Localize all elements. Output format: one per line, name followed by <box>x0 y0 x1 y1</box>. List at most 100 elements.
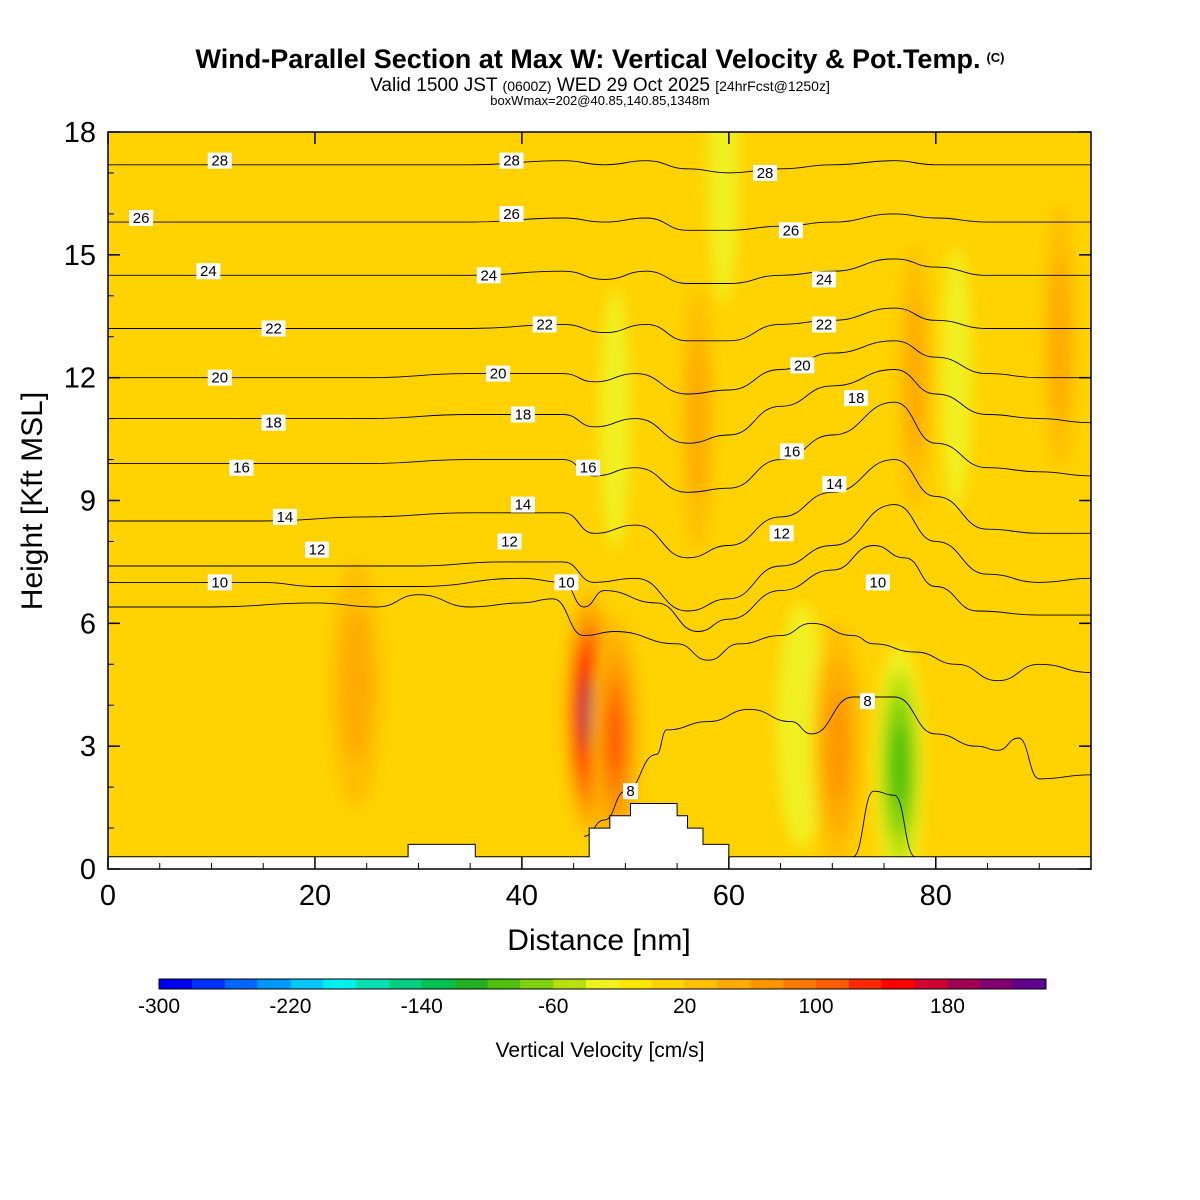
colorbar-swatch <box>323 979 357 989</box>
contour-label-text: 26 <box>783 222 800 239</box>
velocity-band <box>607 702 623 774</box>
velocity-downdraft-aloft <box>940 246 973 509</box>
y-axis-label: Height [Kft MSL] <box>16 392 49 610</box>
contour-label-text: 10 <box>870 574 887 591</box>
copyright-mark: (C) <box>986 50 1005 65</box>
contour-label-bg <box>476 267 501 284</box>
y-tick-label: 18 <box>64 117 96 149</box>
contour-label-text: 8 <box>863 693 871 710</box>
colorbar-swatch <box>520 979 554 989</box>
y-tick-label: 3 <box>80 731 96 763</box>
theta-contours <box>108 160 1091 858</box>
contour-label-bg <box>778 222 803 239</box>
colorbar-swatch <box>487 979 521 989</box>
colorbar-swatch <box>290 979 324 989</box>
colorbar-tick-label: 180 <box>930 995 965 1018</box>
colorbar-swatch <box>848 979 883 989</box>
y-tick-label: 0 <box>80 854 96 886</box>
colorbar-swatch <box>783 979 817 989</box>
contour-label: 26 <box>129 209 154 227</box>
contour-label-text: 28 <box>211 153 228 170</box>
colorbar-tick-label: 100 <box>799 995 834 1018</box>
contour-label-text: 22 <box>816 316 833 333</box>
valid-time: Valid 1500 JST (0600Z) WED 29 Oct 2025 [… <box>0 75 1200 97</box>
contour-label: 10 <box>207 574 232 591</box>
contour-label-text: 16 <box>233 460 250 477</box>
velocity-weak-updraft <box>331 561 382 808</box>
axes: 0 20 40 60 80 0 3 6 9 12 15 18 <box>64 117 1091 912</box>
contour-label: 8 <box>623 783 639 800</box>
contour-label-text: 8 <box>626 783 634 800</box>
theta-contour-18 <box>108 369 1091 444</box>
contour-label-bg <box>779 443 804 460</box>
contour-label-text: 12 <box>309 542 326 559</box>
colorbar-swatch <box>947 979 981 989</box>
colorbar-swatch <box>224 979 259 989</box>
x-tick-label: 0 <box>100 880 116 912</box>
contour-label-text: 20 <box>490 366 507 383</box>
colorbar-swatch <box>914 979 948 989</box>
colorbar-swatch <box>586 979 620 989</box>
contour-label-text: 24 <box>816 271 833 288</box>
contour-label-text: 18 <box>848 390 865 407</box>
colorbar-swatch <box>651 979 686 989</box>
velocity-updraft-aloft <box>1044 205 1076 468</box>
contour-label: 12 <box>497 533 522 550</box>
colorbar-tick-label: -300 <box>138 995 180 1018</box>
contour-label: 26 <box>499 205 524 223</box>
contour-label-text: 16 <box>784 443 801 460</box>
contour-label-bg <box>859 693 875 710</box>
contour-label-bg <box>844 390 869 407</box>
contour-label-bg <box>812 271 837 288</box>
colorbar-swatch <box>684 979 718 989</box>
contour-label-text: 20 <box>211 370 228 387</box>
velocity-band <box>905 297 925 459</box>
contour-label-text: 10 <box>211 574 228 591</box>
contour-label-bg <box>207 369 232 386</box>
valid-prefix: Valid 1500 JST <box>370 75 498 96</box>
velocity-band <box>890 723 909 810</box>
velocity-downdraft <box>776 602 827 849</box>
contour-label: 18 <box>261 414 286 432</box>
contour-labels: 28 28 28 26 26 26 24 24 24 22 22 22 20 20 20 18 18 18 16 16… <box>129 152 890 800</box>
contour-label-bg <box>272 508 297 525</box>
colorbar-tick-label: -220 <box>269 995 311 1018</box>
contour-label: 10 <box>865 574 890 591</box>
contour-label: 20 <box>486 365 511 383</box>
contour-label: 18 <box>510 406 535 424</box>
contour-label: 28 <box>753 164 778 182</box>
x-tick-label: 20 <box>299 880 331 912</box>
theta-contour-8 <box>852 790 916 858</box>
contour-label: 12 <box>305 541 330 559</box>
contour-label: 22 <box>532 316 557 333</box>
contour-label-bg <box>499 205 524 222</box>
theta-contour-28 <box>108 160 1091 174</box>
chart-title-text: Wind-Parallel Section at Max W: Vertical… <box>195 44 981 74</box>
colorbar-tick-label: 20 <box>673 995 696 1018</box>
contour-label-bg <box>129 209 154 226</box>
contour-label: 18 <box>844 390 869 407</box>
contour-label-bg <box>261 414 286 431</box>
contour-label: 28 <box>499 152 524 170</box>
chart-title: Wind-Parallel Section at Max W: Vertical… <box>0 44 1200 75</box>
velocity-band <box>940 246 973 509</box>
theta-contour-16 <box>108 401 1091 493</box>
contour-label-bg <box>623 783 639 800</box>
contour-label: 16 <box>779 443 804 460</box>
contour-label-text: 26 <box>503 206 520 223</box>
velocity-updraft-aloft <box>682 287 714 550</box>
colorbar-swatch <box>1013 979 1047 989</box>
contour-label-text: 14 <box>277 509 294 526</box>
contour-label: 14 <box>822 476 847 493</box>
contour-label: 16 <box>229 459 254 477</box>
theta-contour-12 <box>108 504 1091 612</box>
x-tick-label: 60 <box>713 880 745 912</box>
colorbar-swatch <box>750 979 784 989</box>
velocity-downdraft <box>874 643 925 869</box>
contour-label-bg <box>207 574 232 591</box>
velocity-band <box>776 602 827 849</box>
forecast-info: [24hrFcst@1250z] <box>715 78 830 94</box>
contour-label-text: 12 <box>501 533 518 550</box>
contour-label-bg <box>822 476 847 493</box>
contour-label: 20 <box>207 369 232 387</box>
